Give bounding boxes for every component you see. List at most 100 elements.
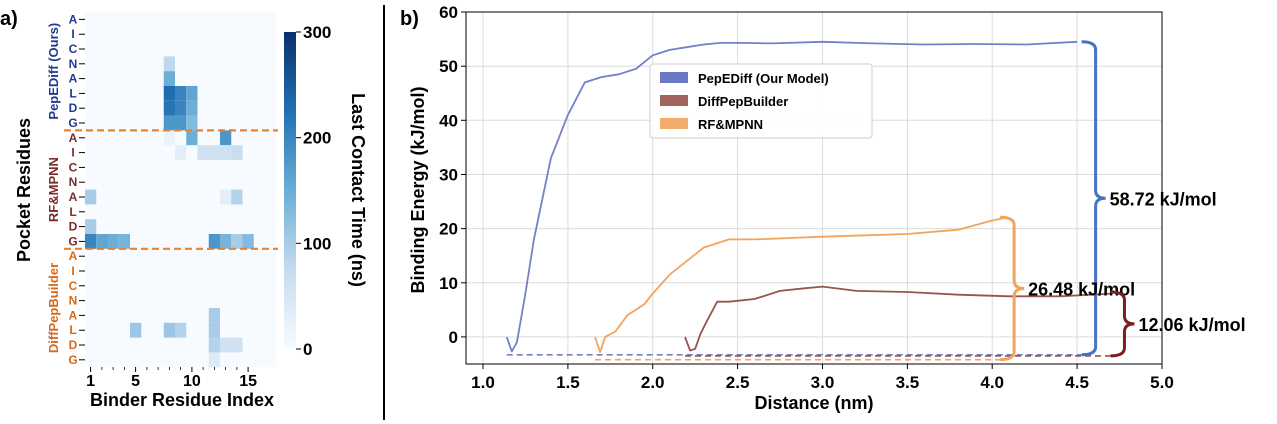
heatmap-y-tick-label: L: [69, 205, 76, 219]
heatmap-cell: [85, 189, 97, 205]
legend-label: RF&MPNN: [698, 117, 763, 132]
heatmap-group-label: DiffPepBuilder: [46, 263, 61, 353]
heatmap-y-tick-label: C: [69, 279, 78, 293]
annotation-brace: [1081, 40, 1106, 357]
heatmap-cells: [85, 56, 254, 368]
heatmap-y-tick-label: G: [68, 116, 77, 130]
heatmap-y-tick-label: A: [69, 72, 78, 86]
heatmap-cell: [118, 234, 130, 249]
heatmap-cell: [220, 145, 232, 160]
heatmap-group-labels: PepEDiff (Ours) RF&MPNN DiffPepBuilder: [46, 23, 61, 353]
line-x-tick-label: 2.5: [726, 373, 750, 392]
heatmap-cell: [85, 234, 97, 249]
annotation-brace: [1000, 215, 1025, 362]
heatmap-x-ticks: 1 5 10 15: [86, 367, 257, 390]
heatmap-cell: [163, 100, 175, 116]
legend-label: DiffPepBuilder: [698, 94, 788, 109]
line-y-tick-label: 30: [439, 166, 458, 185]
heatmap-y-tick-label: L: [69, 323, 76, 337]
heatmap-x-tick-label: 1: [86, 373, 95, 390]
heatmap-cell: [175, 322, 187, 338]
heatmap-cell: [163, 86, 175, 101]
heatmap-background: [85, 12, 276, 367]
heatmap-cell: [163, 71, 175, 86]
panel-a-label: a): [0, 8, 18, 30]
heatmap-x-tick-label: 15: [239, 373, 257, 390]
heatmap-cell: [175, 100, 187, 116]
heatmap-cell: [163, 56, 175, 72]
line-x-tick-label: 1.0: [471, 373, 495, 392]
heatmap-cell: [208, 308, 220, 323]
heatmap-cell: [107, 234, 119, 249]
heatmap-cell: [197, 145, 209, 160]
heatmap-xlabel: Binder Residue Index: [90, 390, 274, 410]
annotation-label: 12.06 kJ/mol: [1139, 315, 1246, 335]
heatmap-y-tick-label: L: [69, 86, 76, 100]
heatmap-cell: [175, 86, 187, 101]
heatmap-y-tick-label: D: [69, 338, 78, 352]
heatmap-cell: [231, 234, 243, 249]
heatmap-y-tick-label: D: [69, 220, 78, 234]
colorbar-tick-label: 100: [303, 234, 331, 253]
heatmap-y-tick-label: D: [69, 101, 78, 115]
heatmap-y-tick-label: N: [69, 57, 78, 71]
heatmap-cell: [186, 86, 198, 101]
heatmap-y-tick-label: N: [69, 175, 78, 189]
heatmap-y-tick-label: I: [71, 264, 74, 278]
line-xlabel: Distance (nm): [754, 393, 873, 413]
heatmap-cell: [208, 322, 220, 338]
line-x-tick-label: 1.5: [556, 373, 580, 392]
heatmap-cell: [208, 145, 220, 160]
heatmap-x-tick-label: 5: [131, 373, 140, 390]
heatmap-cell: [163, 322, 175, 338]
heatmap-cell: [186, 130, 198, 146]
heatmap-cell: [231, 189, 243, 205]
line-y-tick-label: 20: [439, 220, 458, 239]
heatmap-cell: [130, 322, 142, 338]
legend-swatch: [660, 118, 688, 129]
line-x-tick-label: 5.0: [1150, 373, 1174, 392]
heatmap-y-tick-label: C: [69, 160, 78, 174]
panel-b-label: b): [400, 8, 419, 30]
heatmap-group-label: RF&MPNN: [46, 157, 61, 222]
line-x-tick-label: 3.5: [896, 373, 920, 392]
heatmap-cell: [208, 337, 220, 353]
line-y-tick-label: 40: [439, 111, 458, 130]
heatmap-cell: [175, 145, 187, 160]
heatmap-y-tick-label: A: [69, 308, 78, 322]
colorbar: [284, 32, 296, 349]
heatmap-cell: [220, 337, 232, 353]
heatmap-cell: [85, 219, 97, 234]
heatmap-cell: [186, 115, 198, 131]
colorbar-tick-label: 300: [303, 23, 331, 42]
annotation-label: 58.72 kJ/mol: [1110, 189, 1217, 209]
heatmap-cell: [163, 115, 175, 131]
heatmap-cell: [208, 234, 220, 249]
heatmap-y-tick-label: A: [69, 249, 78, 263]
heatmap-cell: [231, 337, 243, 353]
line-x-tick-label: 2.0: [641, 373, 665, 392]
line-series: [505, 40, 1112, 353]
line-y-tick-label: 10: [439, 274, 458, 293]
heatmap-x-tick-label: 10: [183, 373, 201, 390]
line-baselines: [506, 353, 1115, 361]
series-line: [684, 285, 1112, 352]
line-x-ticks: 1.0 1.5 2.0 2.5 3.0 3.5 4.0 4.5 5.0: [471, 364, 1174, 392]
line-y-tick-label: 50: [439, 57, 458, 76]
heatmap-y-tick-label: G: [68, 234, 77, 248]
heatmap-dividers: [64, 129, 278, 250]
heatmap-cell: [175, 115, 187, 131]
heatmap-y-tick-label: I: [71, 27, 74, 41]
heatmap-cell: [208, 352, 220, 368]
line-ylabel: Binding Energy (kJ/mol): [408, 86, 428, 293]
heatmap-cell: [96, 234, 108, 249]
line-plot-frame: [465, 11, 1163, 365]
line-x-tick-label: 3.0: [811, 373, 835, 392]
heatmap-group-label: PepEDiff (Ours): [46, 23, 61, 120]
heatmap-ylabel: Pocket Residues: [14, 118, 34, 262]
series-line: [594, 216, 1006, 353]
heatmap-y-tick-label: N: [69, 294, 78, 308]
legend-swatch: [660, 72, 688, 83]
